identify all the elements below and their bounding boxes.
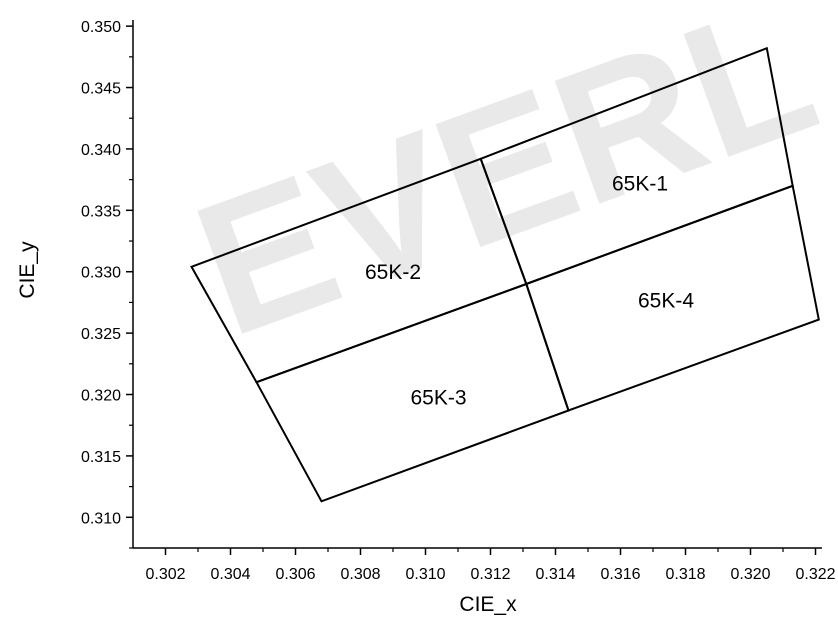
x-tick-label: 0.308 bbox=[340, 566, 380, 583]
bin-labels: 65K-1 65K-2 65K-3 65K-4 bbox=[365, 173, 694, 410]
x-tick-label: 0.312 bbox=[470, 566, 510, 583]
bin-region-65k-4 bbox=[525, 184, 820, 412]
y-tick-label: 0.325 bbox=[81, 326, 121, 343]
axes: 0.302 0.304 0.306 0.308 0.310 0.312 0.314 0.316… bbox=[81, 19, 836, 583]
bin-label-65k-3: 65K-3 bbox=[410, 386, 466, 409]
y-tick-label: 0.310 bbox=[81, 510, 121, 527]
y-axis-title: CIE_y bbox=[16, 241, 39, 299]
x-tick-label: 0.320 bbox=[730, 566, 770, 583]
y-tick-label: 0.350 bbox=[81, 19, 121, 36]
y-tick-label: 0.335 bbox=[81, 203, 121, 220]
x-tick-label: 0.306 bbox=[275, 566, 315, 583]
y-tick-label: 0.320 bbox=[81, 388, 121, 405]
bin-label-65k-2: 65K-2 bbox=[365, 261, 421, 284]
y-ticks: 0.310 0.315 0.320 0.325 0.330 0.335 0.340 0.345… bbox=[81, 19, 133, 549]
y-tick-label: 0.345 bbox=[81, 81, 121, 98]
x-tick-label: 0.318 bbox=[665, 566, 705, 583]
x-tick-label: 0.316 bbox=[600, 566, 640, 583]
x-axis-title: CIE_x bbox=[459, 593, 517, 616]
x-tick-label: 0.322 bbox=[795, 566, 835, 583]
y-tick-label: 0.340 bbox=[81, 142, 121, 159]
x-tick-label: 0.304 bbox=[210, 566, 250, 583]
x-tick-label: 0.314 bbox=[535, 566, 575, 583]
x-ticks: 0.302 0.304 0.306 0.308 0.310 0.312 0.314 0.316… bbox=[145, 548, 836, 583]
x-tick-label: 0.310 bbox=[405, 566, 445, 583]
y-tick-label: 0.315 bbox=[81, 449, 121, 466]
x-tick-label: 0.302 bbox=[145, 566, 185, 583]
bin-label-65k-4: 65K-4 bbox=[638, 289, 694, 312]
bin-label-65k-1: 65K-1 bbox=[612, 173, 668, 196]
watermark: EVERL bbox=[172, 0, 838, 377]
y-tick-label: 0.330 bbox=[81, 265, 121, 282]
bin-regions bbox=[190, 46, 820, 503]
